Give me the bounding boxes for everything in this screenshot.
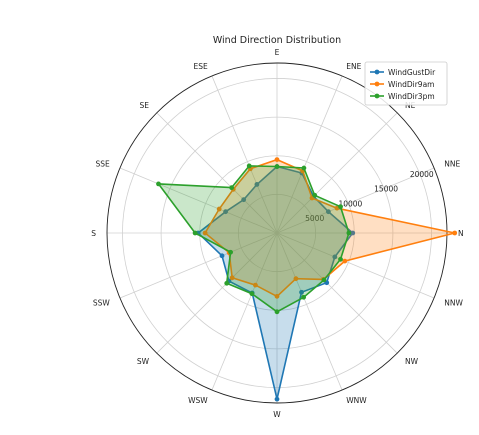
point-winddir3pm-sw (224, 280, 230, 286)
area-windgustdir (198, 166, 353, 400)
tick-label-ne: NE (405, 101, 416, 110)
radial-tick-label-0: 5000 (305, 214, 324, 223)
spoke-ssw (119, 232, 278, 299)
spoke-nw (276, 232, 398, 354)
point-winddir9am-nnw (342, 258, 348, 264)
tick-label-ssw: SSW (93, 298, 111, 307)
legend-box (364, 61, 448, 106)
tick-label-nw: NW (405, 357, 419, 366)
tick-label-s: S (91, 229, 96, 238)
point-winddir3pm-s (192, 230, 198, 236)
tick-label-ene: ENE (346, 62, 361, 71)
point-winddir3pm-nne (338, 204, 343, 210)
radial-tick-labels: 5000 10000 15000 20000 (305, 170, 434, 223)
angular-tick-labels: N NNE NE ENE E ESE SE SSE S SSW SW WSW W WNW NW NNW (91, 48, 463, 419)
legend-marker-windgustdir (374, 69, 380, 75)
point-winddir3pm-se (229, 185, 235, 191)
spoke-nne (276, 167, 435, 234)
point-winddir3pm-ssw (228, 249, 233, 255)
point-windgustdir-sse (223, 209, 228, 215)
tick-label-se: SE (140, 101, 150, 110)
point-winddir3pm-sse (156, 181, 161, 187)
point-winddir9am-sse (216, 206, 222, 212)
point-windgustdir-se (241, 197, 247, 203)
point-windgustdir-nne (326, 209, 331, 215)
point-winddir9am-s (202, 230, 208, 236)
point-windgustdir-wnw (299, 289, 304, 295)
tick-label-sw: SW (137, 357, 150, 366)
point-winddir3pm-w (274, 309, 280, 315)
series-layer (156, 157, 458, 402)
tick-label-wsw: WSW (188, 396, 208, 405)
radial-tick-label-1: 10000 (338, 199, 362, 208)
legend-marker-winddir9am (374, 81, 380, 87)
point-winddir3pm-wsw (249, 291, 255, 297)
point-windgustdir-ese (254, 182, 260, 187)
spoke-se (156, 112, 278, 234)
point-winddir9am-wsw (253, 282, 258, 288)
spoke-wnw (276, 232, 343, 391)
area-winddir9am (205, 159, 455, 297)
spoke-wsw (211, 232, 278, 391)
point-windgustdir-ssw (219, 253, 225, 259)
polar-frame (106, 62, 448, 404)
point-winddir3pm-nw (321, 277, 327, 283)
point-winddir9am-e (274, 157, 280, 162)
legend-marker-winddir3pm (374, 93, 380, 99)
legend-label-windgustdir: WindGustDir (388, 68, 436, 77)
point-winddir9am-sw (229, 275, 235, 281)
tick-label-e: E (275, 48, 280, 57)
tick-label-wnw: WNW (346, 396, 367, 405)
spoke-sse (119, 167, 278, 234)
point-windgustdir-w (274, 396, 280, 402)
tick-label-n: N (458, 229, 464, 238)
radial-tick-label-3: 20000 (410, 170, 434, 179)
spoke-ne (276, 112, 398, 234)
spoke-nnw (276, 232, 435, 299)
tick-label-nnw: NNW (444, 298, 463, 307)
point-winddir3pm-ese (246, 163, 252, 169)
point-winddir3pm-ene (301, 165, 307, 171)
radial-tick-label-2: 15000 (374, 185, 398, 194)
point-winddir3pm-wnw (301, 294, 307, 300)
legend: WindGustDir WindDir9am WindDir3pm (364, 61, 448, 106)
tick-label-ese: ESE (193, 62, 207, 71)
grid-ring-3 (122, 78, 432, 388)
spoke-ene (276, 75, 343, 234)
point-winddir9am-w (274, 293, 280, 299)
spoke-ese (211, 75, 278, 234)
point-windgustdir-nnw (332, 254, 338, 260)
point-winddir9am-n (452, 230, 458, 236)
point-winddir3pm-nnw (338, 256, 343, 262)
point-winddir3pm-n (346, 230, 352, 236)
point-winddir3pm-ne (312, 192, 318, 198)
area-winddir3pm (158, 165, 349, 312)
point-winddir3pm-e (274, 164, 280, 169)
tick-label-w: W (273, 410, 281, 419)
tick-label-sse: SSE (96, 160, 111, 169)
chart-title: Wind Direction Distribution (213, 35, 341, 46)
point-windgustdir-n (350, 230, 356, 236)
grid-ring-2 (160, 116, 394, 350)
spoke-sw (156, 232, 278, 354)
tick-label-nne: NNE (444, 160, 460, 169)
point-winddir9am-wnw (293, 276, 299, 282)
legend-label-winddir3pm: WindDir3pm (388, 92, 435, 101)
legend-label-winddir9am: WindDir9am (388, 80, 434, 89)
grid-ring-0 (237, 193, 317, 273)
